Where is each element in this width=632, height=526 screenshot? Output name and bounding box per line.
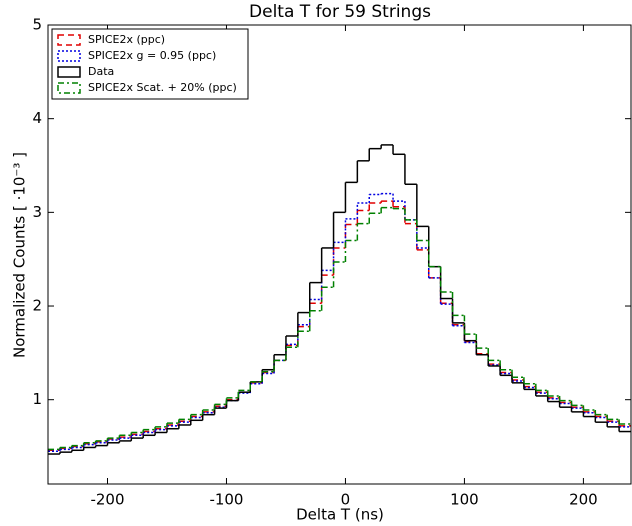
legend-label: SPICE2x (ppc) [88,33,165,46]
legend-swatch [57,34,81,46]
x-tick-label: -100 [209,491,243,509]
series [48,192,631,452]
y-tick-label: 3 [32,203,42,221]
x-tick-label: 100 [450,491,479,509]
chart-title: Delta T for 59 Strings [249,2,431,22]
y-tick-label: 1 [32,390,42,408]
y-tick-label: 4 [32,109,42,127]
y-axis-label: Normalized Counts [ ·10⁻³ ] [11,152,29,358]
x-tick-label: 0 [341,491,351,509]
series [48,200,631,452]
legend-label: SPICE2x g = 0.95 (ppc) [88,49,216,62]
x-axis-label: Delta T (ns) [296,506,384,524]
x-tick-label: -200 [90,491,124,509]
legend-swatch [57,82,81,94]
legend-frame [51,28,249,100]
series [48,144,631,455]
plot-frame [47,24,632,485]
y-tick-label: 2 [32,297,42,315]
y-tick-label: 5 [32,16,42,34]
legend-swatch [57,66,81,78]
legend-label: SPICE2x Scat. + 20% (ppc) [88,81,237,94]
legend-label: Data [88,65,114,78]
series [48,206,631,451]
x-tick-label: 200 [569,491,598,509]
